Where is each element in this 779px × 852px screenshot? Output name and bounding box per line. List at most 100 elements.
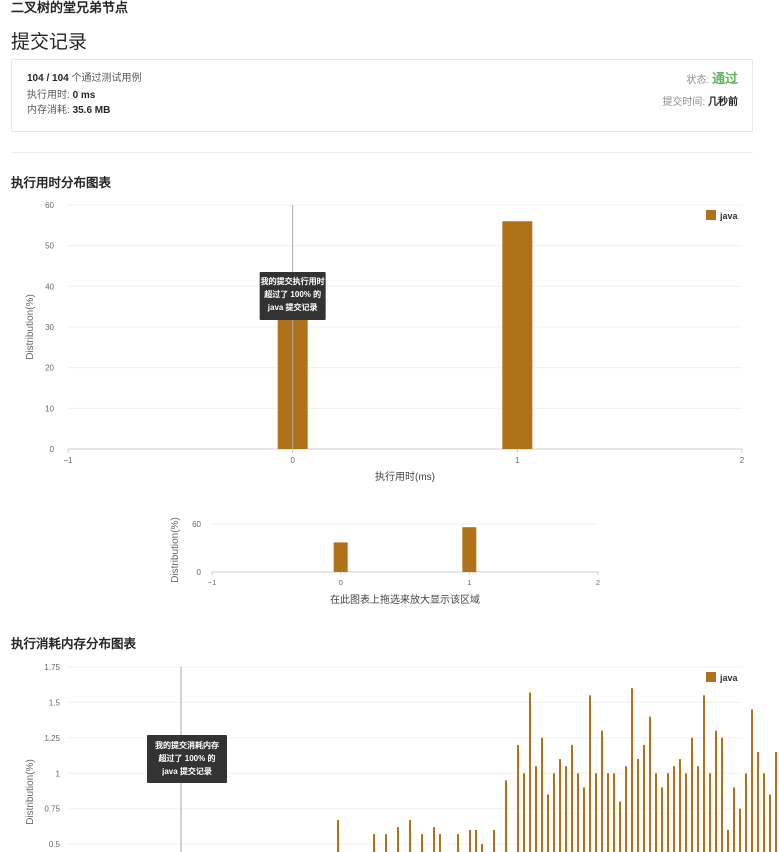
- tooltip-text: java 提交记录: [267, 302, 318, 312]
- nav-caption: 在此图表上拖选来放大显示该区域: [330, 593, 480, 606]
- problem-title[interactable]: 二叉树的堂兄弟节点: [11, 0, 129, 15]
- memory-bar: [703, 695, 705, 852]
- y-tick-label: 60: [45, 201, 54, 210]
- memory-bar: [529, 692, 531, 852]
- memory-bar: [637, 759, 639, 852]
- memory-bar: [547, 794, 549, 852]
- status-label: 状态:: [686, 75, 710, 86]
- submit-time-value: 几秒前: [708, 97, 738, 108]
- runtime-label: 执行用时:: [27, 90, 73, 101]
- memory-bar: [733, 787, 735, 852]
- mem-y-tick-label: 1.25: [44, 734, 60, 743]
- memory-bar: [481, 844, 483, 852]
- tooltip-text: 我的提交执行用时: [261, 276, 325, 286]
- memory-bar: [421, 834, 423, 852]
- section-divider: [11, 152, 753, 153]
- memory-bar: [505, 780, 507, 852]
- mem-y-tick-label: 0.5: [49, 840, 61, 849]
- y-tick-label: 50: [45, 242, 54, 251]
- y-tick-label: 0: [50, 445, 55, 454]
- nav-x-tick-label: −1: [208, 578, 217, 587]
- nav-bar: [462, 527, 477, 572]
- y-tick-label: 30: [45, 323, 54, 332]
- y-axis-label: Distribution(%): [25, 294, 36, 360]
- status-badge: 通过: [711, 71, 738, 86]
- memory-bar: [523, 773, 525, 852]
- runtime-line: 执行用时: 0 ms: [27, 89, 95, 102]
- memory-bar: [619, 801, 621, 852]
- submission-summary-card: 104 / 104 个通过测试用例 执行用时: 0 ms 内存消耗: 35.6 …: [11, 59, 753, 132]
- memory-bar: [673, 766, 675, 852]
- y-tick-label: 10: [45, 404, 54, 413]
- memory-bar: [709, 773, 711, 852]
- runtime-value: 0 ms: [72, 90, 96, 101]
- memory-bar: [697, 766, 699, 852]
- mem-tooltip-box: [147, 735, 227, 783]
- mem-tooltip-text: java 提交记录: [161, 766, 212, 776]
- memory-bar: [565, 766, 567, 852]
- mem-y-tick-label: 1.5: [49, 698, 61, 707]
- mem-y-tick-label: 0.75: [44, 805, 60, 814]
- tooltip-text: 超过了 100% 的: [263, 289, 321, 299]
- memory-bar: [385, 834, 387, 852]
- x-tick-label: 0: [290, 456, 295, 465]
- mem-tooltip-text: 我的提交消耗内存: [155, 740, 219, 750]
- nav-y-tick-label: 0: [197, 568, 202, 577]
- memory-bar: [763, 773, 765, 852]
- memory-bar: [667, 773, 669, 852]
- y-tick-label: 40: [45, 282, 54, 291]
- memory-label: 内存消耗:: [27, 105, 73, 116]
- memory-bar: [643, 744, 645, 852]
- memory-bar: [553, 773, 555, 852]
- memory-bar: [649, 716, 651, 852]
- nav-y-tick-label: 60: [192, 520, 201, 529]
- memory-bar: [535, 766, 537, 852]
- mem-legend-label: java: [719, 673, 739, 683]
- tooltip-box: [259, 272, 326, 320]
- memory-bar: [589, 695, 591, 852]
- nav-x-tick-label: 0: [339, 578, 343, 587]
- mem-y-axis-label: Distribution(%): [25, 759, 36, 825]
- memory-bar: [541, 737, 543, 852]
- memory-bar: [745, 773, 747, 852]
- memory-bar: [559, 759, 561, 852]
- memory-bar: [433, 827, 435, 852]
- memory-line: 内存消耗: 35.6 MB: [27, 104, 110, 117]
- mem-y-tick-label: 1: [56, 769, 61, 778]
- memory-bar: [607, 773, 609, 852]
- tests-passed-line: 104 / 104 个通过测试用例: [27, 72, 142, 85]
- memory-bar: [721, 737, 723, 852]
- memory-bar: [457, 834, 459, 852]
- memory-bar: [469, 829, 471, 852]
- nav-x-tick-label: 1: [467, 578, 471, 587]
- memory-bar: [625, 766, 627, 852]
- y-tick-label: 20: [45, 364, 54, 373]
- memory-bar: [739, 808, 741, 852]
- x-tick-label: −1: [63, 456, 73, 465]
- runtime-zoom-navigator[interactable]: 0 60 −1 0 1 2 Distribution(%) 在此图表上拖选来放大显示该区域: [0, 510, 779, 610]
- memory-bar: [661, 787, 663, 852]
- memory-bar: [571, 744, 573, 852]
- legend-swatch: [706, 210, 716, 220]
- memory-bar: [679, 759, 681, 852]
- page-title: 提交记录: [11, 32, 88, 53]
- memory-bar: [685, 773, 687, 852]
- memory-bar: [691, 737, 693, 852]
- memory-bar: [583, 787, 585, 852]
- x-tick-label: 1: [515, 456, 520, 465]
- memory-bar: [517, 744, 519, 852]
- legend-label: java: [719, 211, 739, 221]
- mem-tooltip-text: 超过了 100% 的: [158, 753, 216, 763]
- memory-bar: [577, 773, 579, 852]
- mem-y-tick-label: 1.75: [44, 663, 60, 672]
- memory-bar: [409, 820, 411, 852]
- memory-bar: [337, 820, 339, 852]
- nav-x-tick-label: 2: [596, 578, 600, 587]
- memory-bar: [655, 773, 657, 852]
- memory-value: 35.6 MB: [72, 105, 111, 116]
- memory-bar: [601, 730, 603, 852]
- memory-bar: [613, 773, 615, 852]
- runtime-bar: [502, 221, 533, 449]
